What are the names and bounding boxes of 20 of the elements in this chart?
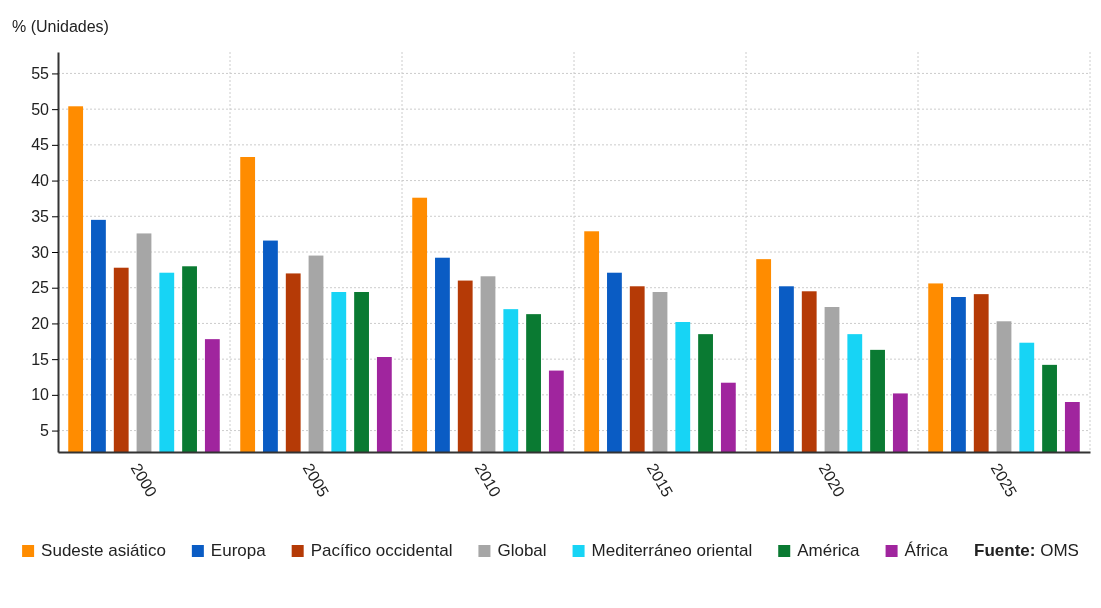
legend-label: Pacífico occidental [310, 541, 453, 560]
legend-label: Global [497, 541, 547, 560]
y-tick-label: 30 [31, 243, 50, 261]
legend-label: Europa [210, 541, 267, 560]
y-tick-label: 15 [31, 350, 50, 368]
legend-label: América [797, 541, 861, 560]
y-tick-label: 20 [31, 315, 50, 333]
legend-label: África [904, 541, 949, 560]
y-tick-label: 50 [31, 100, 50, 118]
y-tick-label: 25 [31, 279, 50, 297]
y-tick-label: 55 [31, 65, 50, 83]
legend-label: Sudeste asiático [41, 541, 166, 560]
y-tick-label: 5 [40, 422, 50, 440]
y-tick-label: 10 [31, 386, 50, 404]
legend-label: Mediterráneo oriental [591, 541, 753, 560]
y-tick-label: 40 [31, 172, 50, 190]
source-note: Fuente: OMS [974, 541, 1079, 560]
y-tick-label: 45 [31, 136, 50, 154]
y-axis-title: % (Unidades) [12, 18, 109, 35]
y-tick-label: 35 [31, 207, 50, 225]
